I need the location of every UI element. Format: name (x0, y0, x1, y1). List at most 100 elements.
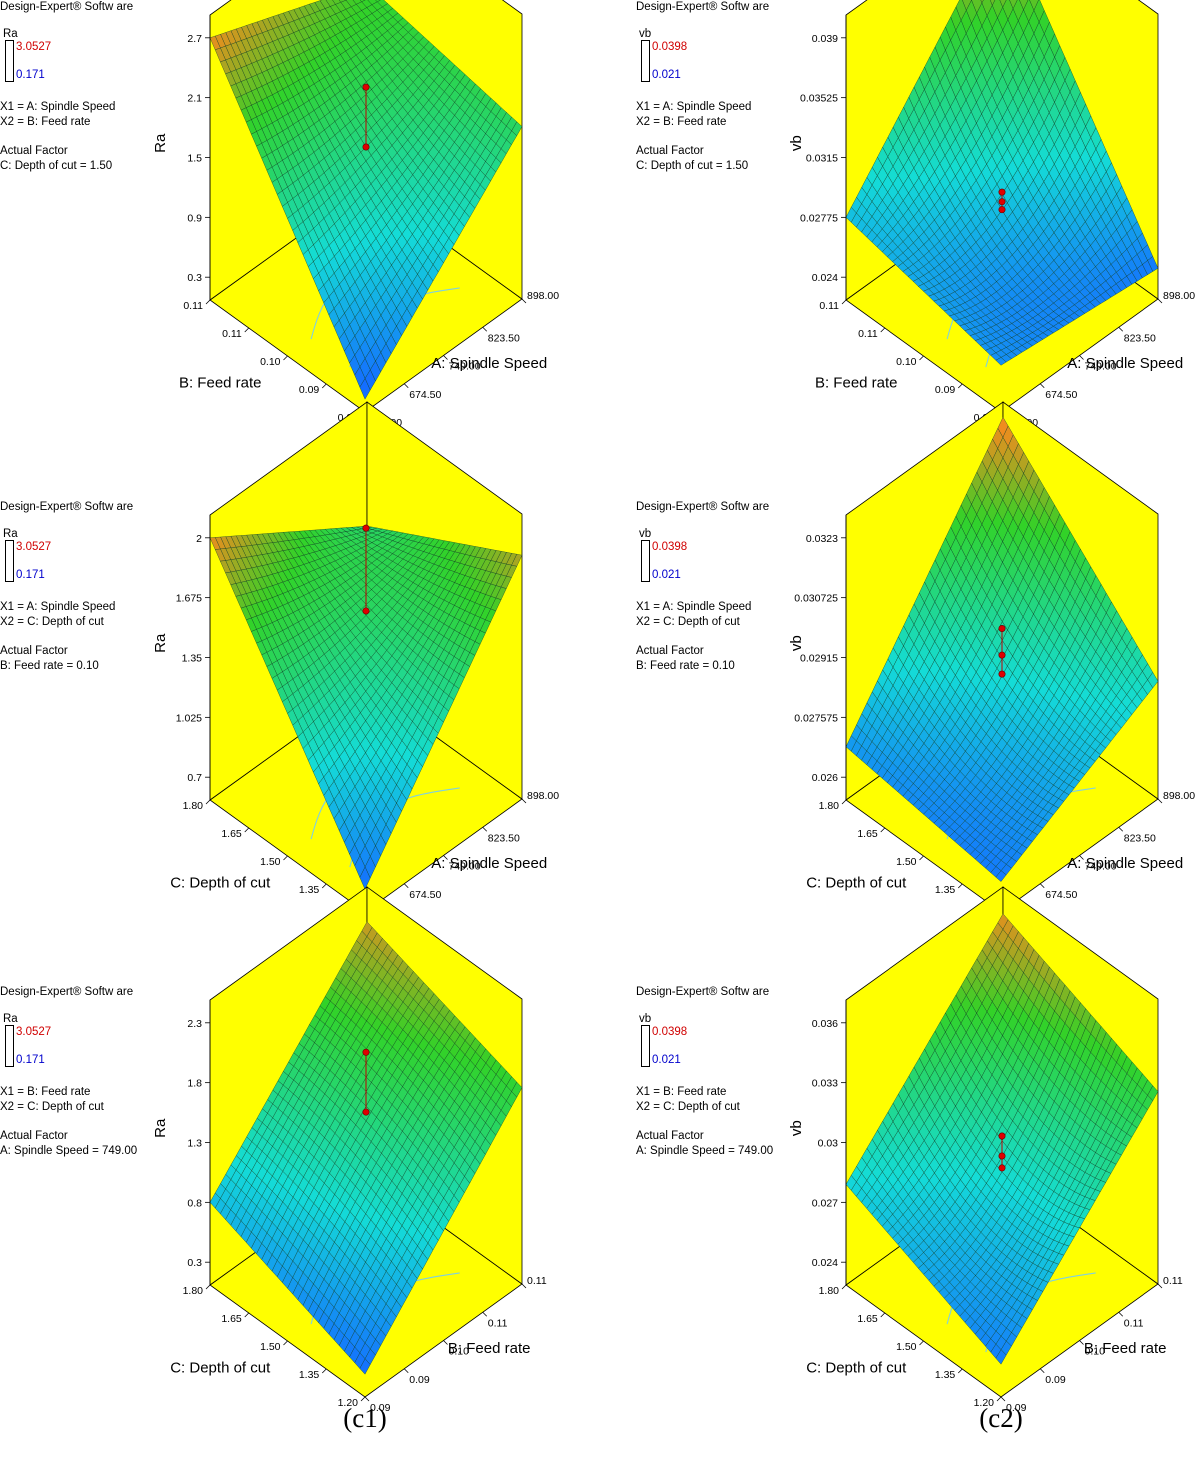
b-axis-title: C: Depth of cut (806, 875, 907, 892)
z-axis-title: Ra (152, 633, 169, 653)
b-axis-title: C: Depth of cut (170, 1360, 271, 1377)
z-tick-label: 2.7 (187, 33, 202, 45)
b-tick-label: 0.11 (819, 300, 839, 312)
b-tick-mark (322, 884, 326, 888)
b-tick-label: 0.11 (183, 300, 203, 312)
surface-plot: 21.6751.351.0250.7Ra600.00674.50749.0082… (0, 500, 600, 978)
design-points (999, 189, 1005, 213)
z-tick-label: 1.675 (176, 593, 202, 605)
a-tick-mark (1040, 384, 1044, 388)
a-tick-label: 898.00 (527, 790, 559, 802)
z-axis-title: vb (788, 135, 805, 151)
a-tick-label: 823.50 (488, 332, 520, 344)
a-tick-mark (1119, 327, 1123, 331)
b-tick-label: 1.65 (221, 828, 242, 840)
b-tick-label: 1.80 (183, 1285, 204, 1297)
z-tick-label: 0.024 (812, 272, 838, 284)
z-tick-label: 0.9 (187, 212, 202, 224)
b-tick-label: 0.10 (896, 356, 917, 368)
b-tick-label: 1.80 (183, 800, 204, 812)
z-tick-label: 2.3 (187, 1018, 202, 1030)
surface-plot: 0.0390.035250.03150.027750.024vb600.0067… (636, 0, 1200, 478)
b-axis-title: C: Depth of cut (170, 875, 271, 892)
z-tick-label: 0.030725 (794, 593, 838, 605)
a-tick-label: 674.50 (409, 389, 441, 401)
a-axis-title: A: Spindle Speed (431, 855, 547, 872)
z-tick-label: 0.02915 (800, 653, 838, 665)
b-axis-title: B: Feed rate (815, 375, 898, 392)
b-tick-label: 1.50 (260, 856, 281, 868)
b-tick-label: 0.10 (260, 356, 281, 368)
z-tick-label: 0.0315 (806, 153, 838, 165)
z-tick-label: 0.039 (812, 33, 838, 45)
z-tick-label: 0.03525 (800, 93, 838, 105)
a-tick-mark (1158, 799, 1162, 803)
a-tick-label: 823.50 (1124, 832, 1156, 844)
a-tick-mark (444, 1341, 448, 1345)
b-tick-label: 1.65 (857, 828, 878, 840)
b-tick-mark (958, 884, 962, 888)
design-point (999, 198, 1005, 204)
a-tick-label: 674.50 (409, 889, 441, 901)
z-tick-label: 0.3 (187, 1257, 202, 1269)
design-point (999, 671, 1005, 677)
z-tick-label: 0.3 (187, 272, 202, 284)
a-tick-mark (1119, 827, 1123, 831)
b-tick-mark (206, 1285, 210, 1289)
b-tick-mark (245, 828, 249, 832)
b-tick-mark (245, 328, 249, 332)
b-tick-mark (881, 828, 885, 832)
a-tick-mark (483, 827, 487, 831)
design-point (363, 608, 369, 614)
b-tick-label: 1.50 (260, 1341, 281, 1353)
surface-plot: 0.0360.0330.030.0270.024vb0.090.090.100.… (636, 985, 1200, 1463)
design-point (363, 84, 369, 90)
a-axis-title: B: Feed rate (448, 1340, 531, 1357)
b-tick-mark (842, 300, 846, 304)
a-tick-mark (1158, 299, 1162, 303)
a-tick-mark (483, 1312, 487, 1316)
design-point (999, 189, 1005, 195)
design-point (363, 525, 369, 531)
b-tick-label: 1.65 (221, 1313, 242, 1325)
b-tick-label: 1.35 (299, 884, 320, 896)
surface-plot: 0.03230.0307250.029150.0275750.026vb600.… (636, 500, 1200, 978)
z-axis-title: Ra (152, 133, 169, 153)
a-tick-label: 674.50 (1045, 889, 1077, 901)
a-tick-label: 898.00 (1163, 290, 1195, 302)
b-tick-mark (920, 356, 924, 360)
z-tick-label: 0.02775 (800, 212, 838, 224)
b-tick-mark (206, 300, 210, 304)
b-tick-label: 1.35 (935, 884, 956, 896)
z-tick-label: 1.025 (176, 712, 202, 724)
design-point (999, 625, 1005, 631)
z-tick-label: 0.7 (187, 772, 202, 784)
z-tick-label: 1.8 (187, 1078, 202, 1090)
z-tick-label: 1.3 (187, 1138, 202, 1150)
z-tick-label: 2 (196, 533, 202, 545)
a-tick-mark (522, 799, 526, 803)
z-tick-label: 1.5 (187, 153, 202, 165)
a-tick-label: 0.09 (409, 1374, 430, 1386)
z-tick-label: 0.8 (187, 1197, 202, 1209)
b-tick-label: 0.09 (935, 384, 956, 396)
z-axis-title: vb (788, 635, 805, 651)
design-point (999, 206, 1005, 212)
design-point (999, 652, 1005, 658)
b-tick-mark (322, 1369, 326, 1373)
b-tick-mark (361, 1397, 365, 1401)
b-tick-label: 0.11 (858, 328, 878, 340)
z-tick-label: 0.0323 (806, 533, 838, 545)
surface-plot: 2.72.11.50.90.3Ra600.00674.50749.00823.5… (0, 0, 600, 478)
design-point (363, 144, 369, 150)
design-point (363, 1049, 369, 1055)
b-tick-label: 0.11 (222, 328, 242, 340)
b-tick-mark (284, 356, 288, 360)
a-axis-title: A: Spindle Speed (1067, 855, 1183, 872)
b-tick-mark (881, 328, 885, 332)
b-tick-mark (322, 384, 326, 388)
z-axis-title: Ra (152, 1118, 169, 1138)
